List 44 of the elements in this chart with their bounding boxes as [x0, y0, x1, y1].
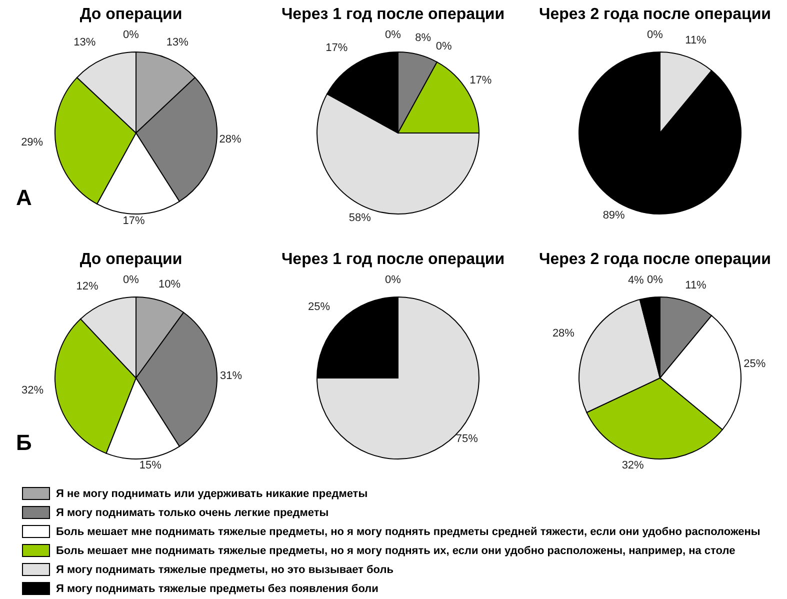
text: 0%: [123, 29, 139, 41]
data-label: 29%: [21, 136, 44, 149]
chart-title: До операции: [78, 251, 184, 269]
data-label: 25%: [308, 301, 330, 314]
chart-title: Через 2 года после операции: [538, 6, 772, 24]
data-label: 11%: [685, 34, 707, 46]
data-label: 31%: [220, 370, 242, 382]
data-label: 75%: [456, 432, 478, 445]
legend-label: Я могу поднимать только очень легкие предметы: [56, 506, 329, 518]
data-label: 32%: [22, 384, 44, 396]
data-label: 13%: [74, 36, 96, 49]
data-label: 89%: [602, 210, 626, 222]
legend-label: Боль мешает мне поднимать тяжелые предметы, но я могу поднять их, если они удобно расположены, например, на столе: [56, 544, 736, 556]
text: 0%: [385, 274, 401, 286]
legend-label: Я могу поднимать тяжелые предметы, но это вызывает боль: [56, 564, 394, 576]
data-label: 15%: [139, 460, 162, 472]
text: 0%: [385, 29, 401, 41]
legend-label: Боль мешает мне поднимать тяжелые предметы, но я могу поднять предметы средней тяжести, если они удобно расположены: [56, 526, 760, 538]
data-label: 17%: [122, 214, 146, 227]
data-label: 12%: [76, 280, 98, 293]
text: 0%: [123, 274, 139, 286]
data-label: 25%: [744, 358, 766, 370]
data-label: 28%: [552, 327, 575, 340]
text: 0%: [647, 274, 663, 286]
data-label: 11%: [685, 280, 707, 292]
legend-label: Я могу поднимать тяжелые предметы без появления боли: [56, 582, 378, 594]
text: А: [16, 185, 32, 211]
data-label: 8%: [415, 32, 432, 44]
data-label: 28%: [219, 134, 242, 146]
chart-title: До операции: [78, 6, 184, 24]
text: Б: [16, 430, 32, 456]
chart-title: Через 1 год после операции: [280, 6, 506, 24]
data-label: 13%: [166, 36, 189, 49]
data-label: 32%: [622, 459, 644, 472]
chart-title: Через 2 года после операции: [538, 251, 772, 269]
data-label: 17%: [470, 74, 492, 87]
text: 0%: [436, 40, 452, 53]
text: 0%: [647, 29, 663, 41]
chart-title: Через 1 год после операции: [280, 251, 506, 269]
data-label: 58%: [348, 212, 372, 224]
legend-label: Я не могу поднимать или удерживать никакие предметы: [56, 488, 368, 500]
data-label: 10%: [158, 278, 181, 291]
data-label: 4%: [628, 274, 644, 287]
data-label: 17%: [326, 42, 348, 54]
